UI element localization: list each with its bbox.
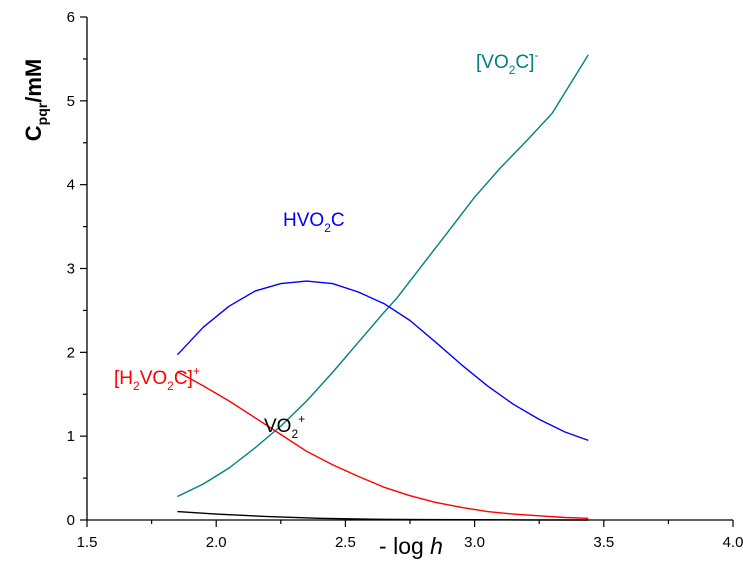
series-label-h2vo2c-plus-sub2: 2 [167, 379, 174, 393]
svg-text:Cpqr/mM: Cpqr/mM [21, 59, 50, 141]
series-label-vo2c-minus-a: [VO [476, 52, 509, 73]
x-axis-title-italic: h [430, 533, 443, 559]
series-label-h2vo2c-plus-sup: + [193, 364, 200, 378]
y-tick-label: 0 [67, 512, 75, 529]
x-tick-label: 3.5 [593, 534, 614, 551]
series-line-0 [177, 54, 589, 498]
x-axis-title: - log h [379, 533, 443, 559]
series-label-h2vo2c-plus-b: VO [140, 368, 167, 389]
series-label-vo2c-minus-b: C] [515, 52, 534, 73]
series-label-hvo2c-sub: 2 [324, 221, 331, 235]
series-label-hvo2c-b: C [331, 210, 345, 231]
x-tick-label: 4.0 [723, 534, 743, 551]
series-line-1 [176, 280, 589, 442]
y-tick-label: 1 [67, 428, 75, 445]
y-tick-label: 5 [67, 93, 75, 110]
series-label-vo2c-minus-sup: - [534, 48, 538, 62]
series-label-vo2-plus-a: VO [264, 416, 291, 437]
series-label-hvo2c: HVO2C [283, 210, 345, 235]
x-ticks: 1.5 2.0 2.5 3.0 3.5 4.0 [77, 520, 743, 551]
x-axis-title-prefix: - log [379, 533, 430, 559]
series-line-2 [177, 370, 589, 519]
series-label-h2vo2c-plus-sub: 2 [133, 379, 140, 393]
x-tick-label: 1.5 [77, 534, 98, 551]
series-label-h2vo2c-plus-c: C] [174, 368, 193, 389]
y-ticks: 0 1 2 3 4 5 6 [67, 9, 87, 529]
y-axis-title-main: C [21, 125, 46, 141]
y-axis-title-suffix: /mM [21, 59, 46, 103]
x-tick-label: 2.0 [206, 534, 227, 551]
series-lines [176, 54, 589, 521]
series-label-vo2-plus-sub: 2 [291, 427, 298, 441]
series-label-hvo2c-a: HVO [283, 210, 324, 231]
series-label-vo2c-minus: [VO2C]- [476, 48, 538, 77]
series-label-h2vo2c-plus: [H2VO2C]+ [114, 364, 200, 393]
series-label-vo2-plus-sup: + [298, 412, 305, 426]
series-label-h2vo2c-plus-a: [H [114, 368, 133, 389]
series-label-vo2c-minus-sub: 2 [509, 63, 516, 77]
series-label-vo2-plus: VO2+ [264, 412, 305, 441]
y-tick-label: 3 [67, 261, 75, 278]
y-tick-label: 6 [67, 9, 75, 26]
y-axis-title: Cpqr/mM [21, 59, 50, 141]
plot-area: 1.5 2.0 2.5 3.0 3.5 4.0 0 1 2 3 4 5 6 [67, 9, 743, 551]
y-axis-title-subscript: pqr [34, 102, 50, 125]
series-line-3 [177, 510, 589, 521]
y-tick-label: 2 [67, 344, 75, 361]
x-tick-label: 2.5 [335, 534, 356, 551]
y-tick-label: 4 [67, 177, 75, 194]
x-tick-label: 3.0 [464, 534, 485, 551]
